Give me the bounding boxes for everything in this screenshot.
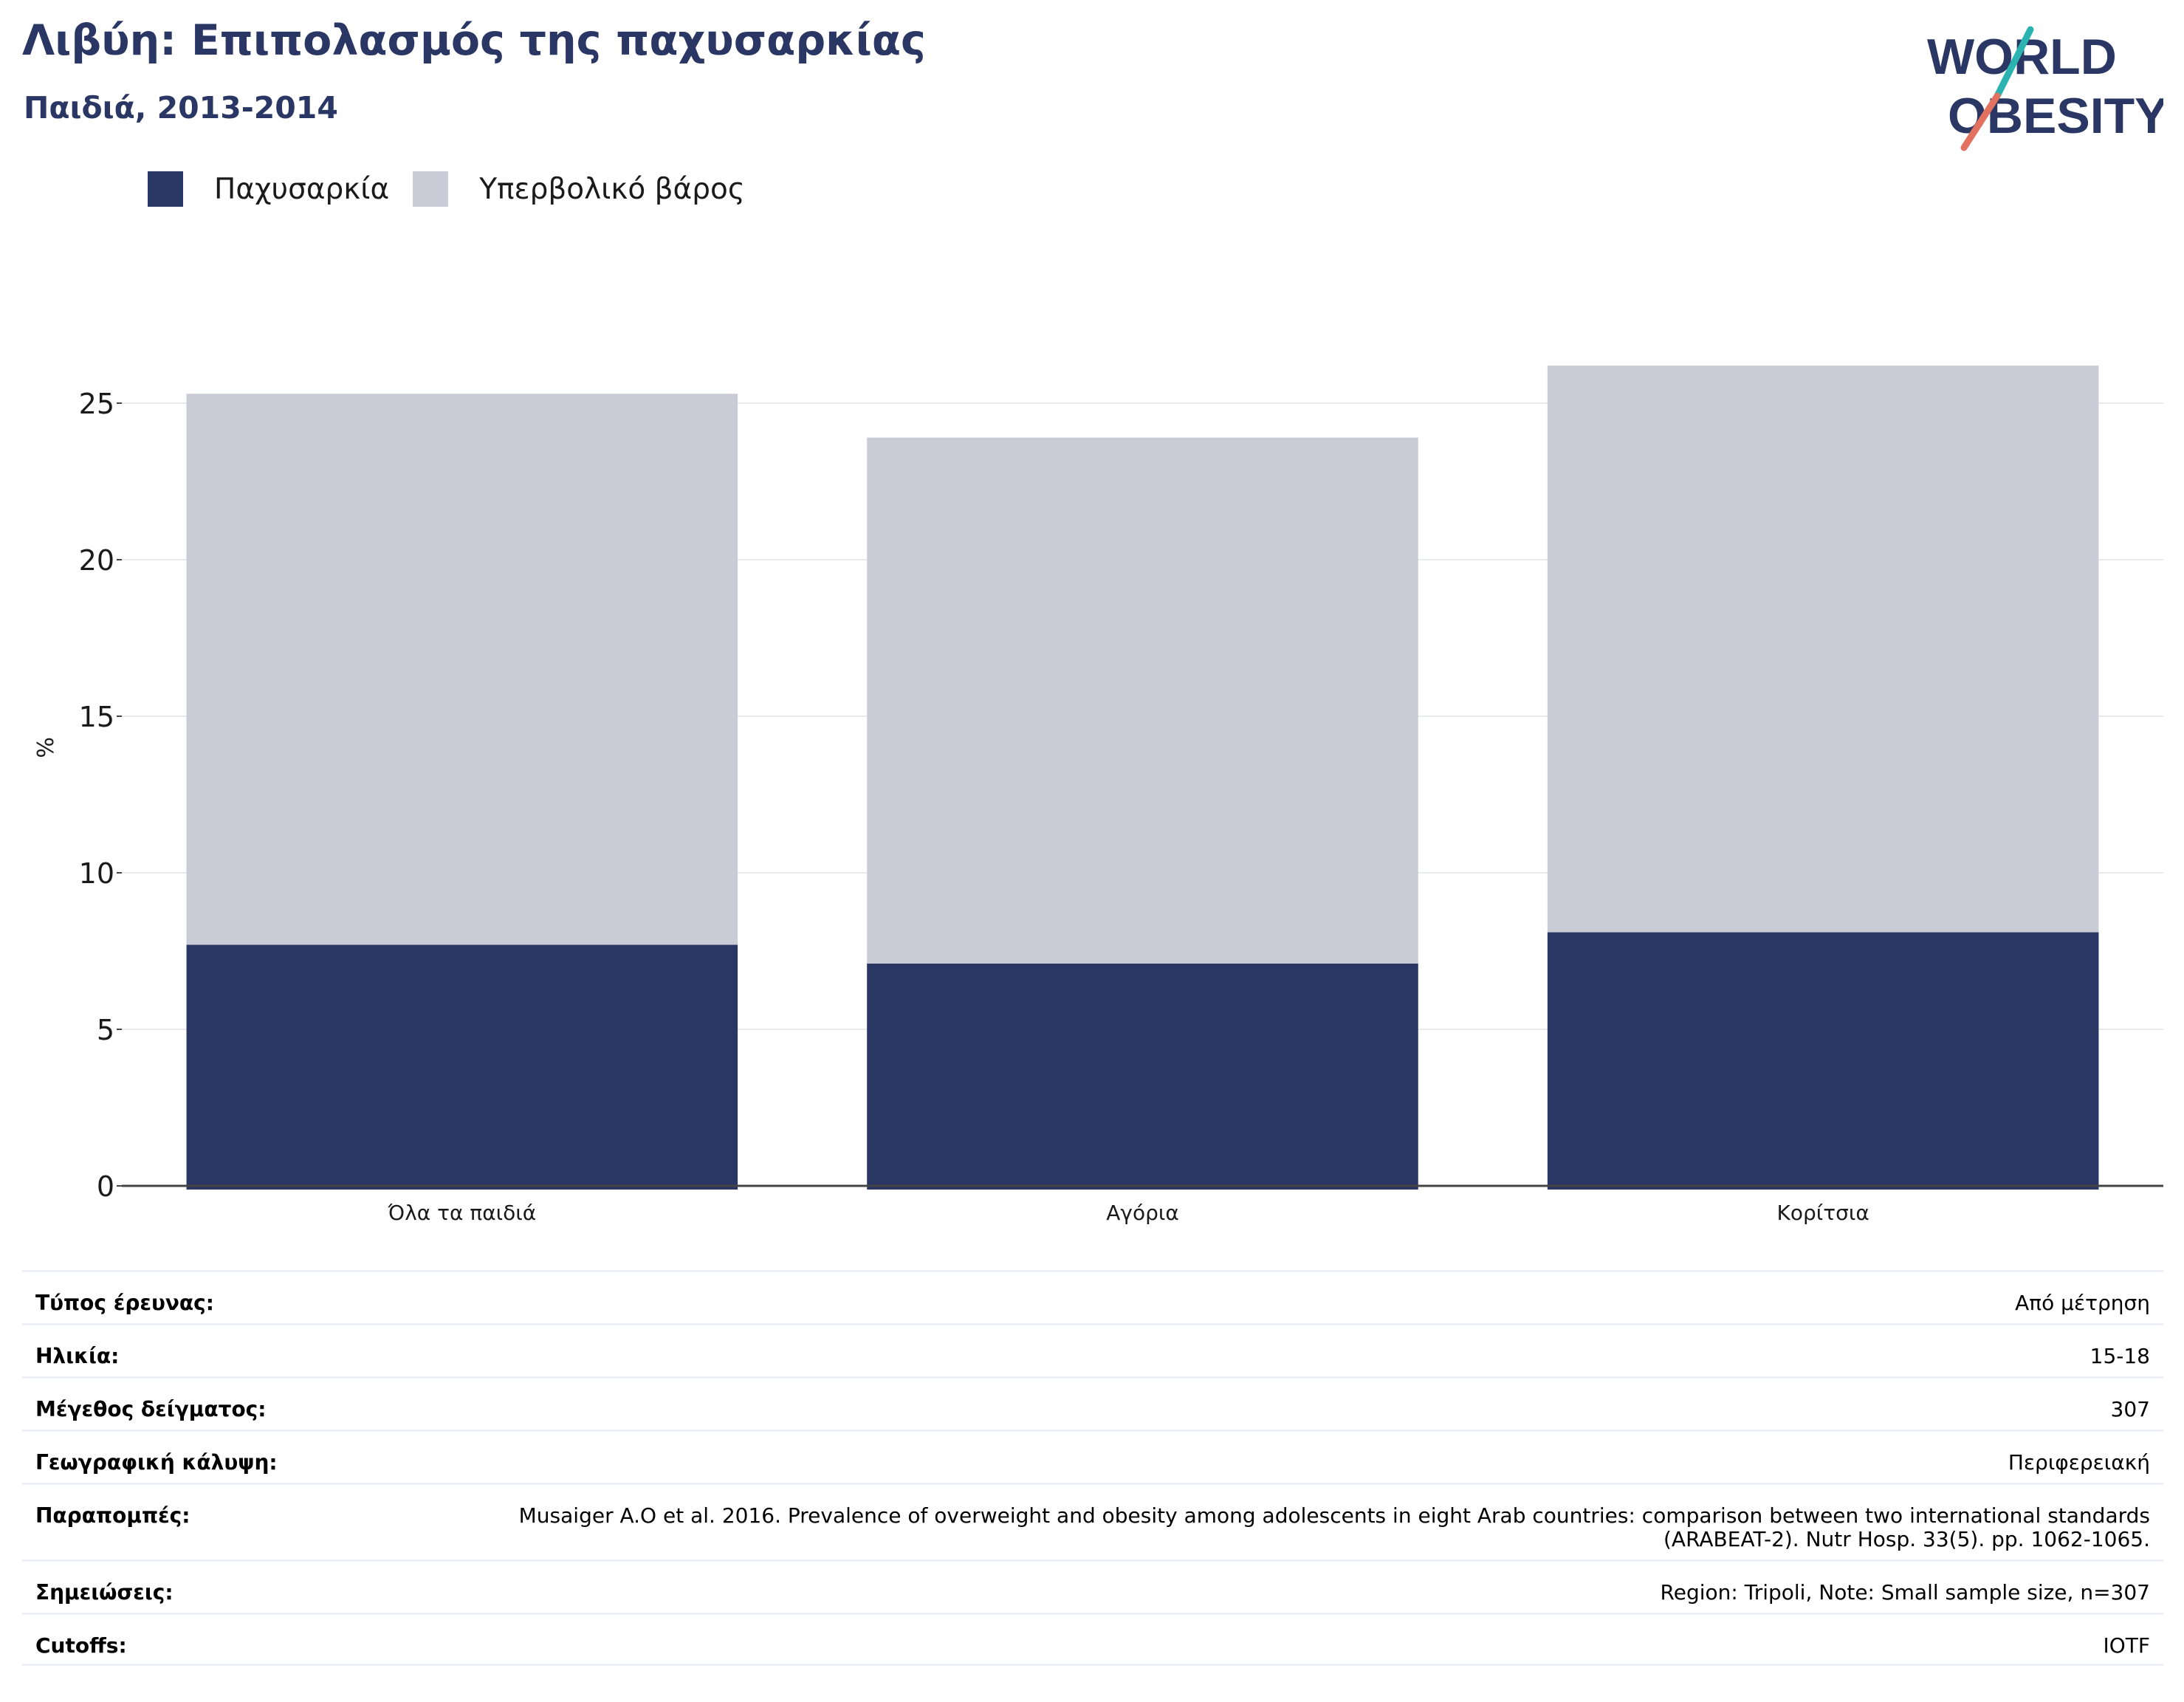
bar-obesity — [186, 944, 738, 1190]
world-obesity-logo: WORLD OBESITY — [1927, 26, 2163, 151]
info-label: Μέγεθος δείγματος: — [35, 1397, 267, 1421]
y-tick-label: 0 — [97, 1170, 114, 1203]
logo-slash-teal — [1994, 26, 2034, 100]
info-label: Παραπομπές: — [35, 1503, 190, 1528]
info-label: Γεωγραφική κάλυψη: — [35, 1450, 278, 1475]
info-row-notes: Σημειώσεις: Region: Tripoli, Note: Small… — [22, 1559, 2163, 1613]
bar-obesity — [867, 963, 1418, 1190]
y-tick-label: 15 — [79, 701, 114, 733]
info-row-cutoffs: Cutoffs: IOTF — [22, 1613, 2163, 1666]
info-value: IOTF — [2103, 1633, 2150, 1658]
chart-legend: Παχυσαρκία Υπερβολικό βάρος — [148, 168, 769, 210]
logo-slash-red — [1960, 92, 2001, 151]
y-tick-label: 20 — [79, 544, 114, 577]
y-axis-label: % — [33, 737, 59, 758]
legend-swatch-obesity — [148, 171, 183, 207]
x-tick-label: Όλα τα παιδιά — [387, 1201, 536, 1225]
y-tick-label: 10 — [79, 857, 114, 890]
info-value: Περιφερειακή — [2008, 1450, 2150, 1475]
y-tick-label: 5 — [97, 1014, 114, 1046]
info-value: 307 — [2110, 1397, 2150, 1421]
info-label: Ηλικία: — [35, 1344, 120, 1368]
info-row-survey-type: Τύπος έρευνας: Από μέτρηση — [22, 1270, 2163, 1323]
info-row-sample-size: Μέγεθος δείγματος: 307 — [22, 1376, 2163, 1430]
y-tick-label: 25 — [79, 388, 114, 420]
info-label: Cutoffs: — [35, 1633, 127, 1658]
legend-label-obesity: Παχυσαρκία — [214, 172, 390, 206]
x-tick-label: Κορίτσια — [1777, 1201, 1869, 1225]
info-value: 15-18 — [2089, 1344, 2150, 1368]
info-row-references: Παραπομπές: Musaiger A.O et al. 2016. Pr… — [22, 1483, 2163, 1559]
legend-item-overweight: Υπερβολικό βάρος — [413, 171, 745, 207]
bar-overweight — [186, 394, 738, 945]
legend-item-obesity: Παχυσαρκία — [148, 171, 389, 207]
info-row-age: Ηλικία: 15-18 — [22, 1323, 2163, 1376]
legend-swatch-overweight — [413, 171, 449, 207]
info-value: Region: Tripoli, Note: Small sample size… — [1660, 1580, 2150, 1605]
survey-info-table: Τύπος έρευνας: Από μέτρηση Ηλικία: 15-18… — [22, 1270, 2163, 1666]
bar-overweight — [867, 437, 1418, 964]
bar-overweight — [1547, 366, 2099, 933]
info-row-geo-coverage: Γεωγραφική κάλυψη: Περιφερειακή — [22, 1430, 2163, 1483]
x-tick-label: Αγόρια — [1106, 1201, 1179, 1225]
bar-obesity — [1547, 932, 2099, 1190]
info-label: Σημειώσεις: — [35, 1580, 174, 1605]
logo-line1: WORLD — [1927, 29, 2117, 85]
chart-subtitle: Παιδιά, 2013-2014 — [24, 90, 338, 126]
legend-label-overweight: Υπερβολικό βάρος — [479, 172, 745, 206]
info-label: Τύπος έρευνας: — [35, 1291, 214, 1315]
info-value: Από μέτρηση — [2015, 1291, 2150, 1315]
stacked-bar-chart: 0 5 10 15 20 25% Όλα τα παιδιά Αγόρια Κορίτσια — [33, 366, 2163, 1225]
chart-title: Λιβύη: Επιπολασμός της παχυσαρκίας — [22, 16, 926, 65]
info-value: Musaiger A.O et al. 2016. Prevalence of … — [518, 1503, 2150, 1551]
